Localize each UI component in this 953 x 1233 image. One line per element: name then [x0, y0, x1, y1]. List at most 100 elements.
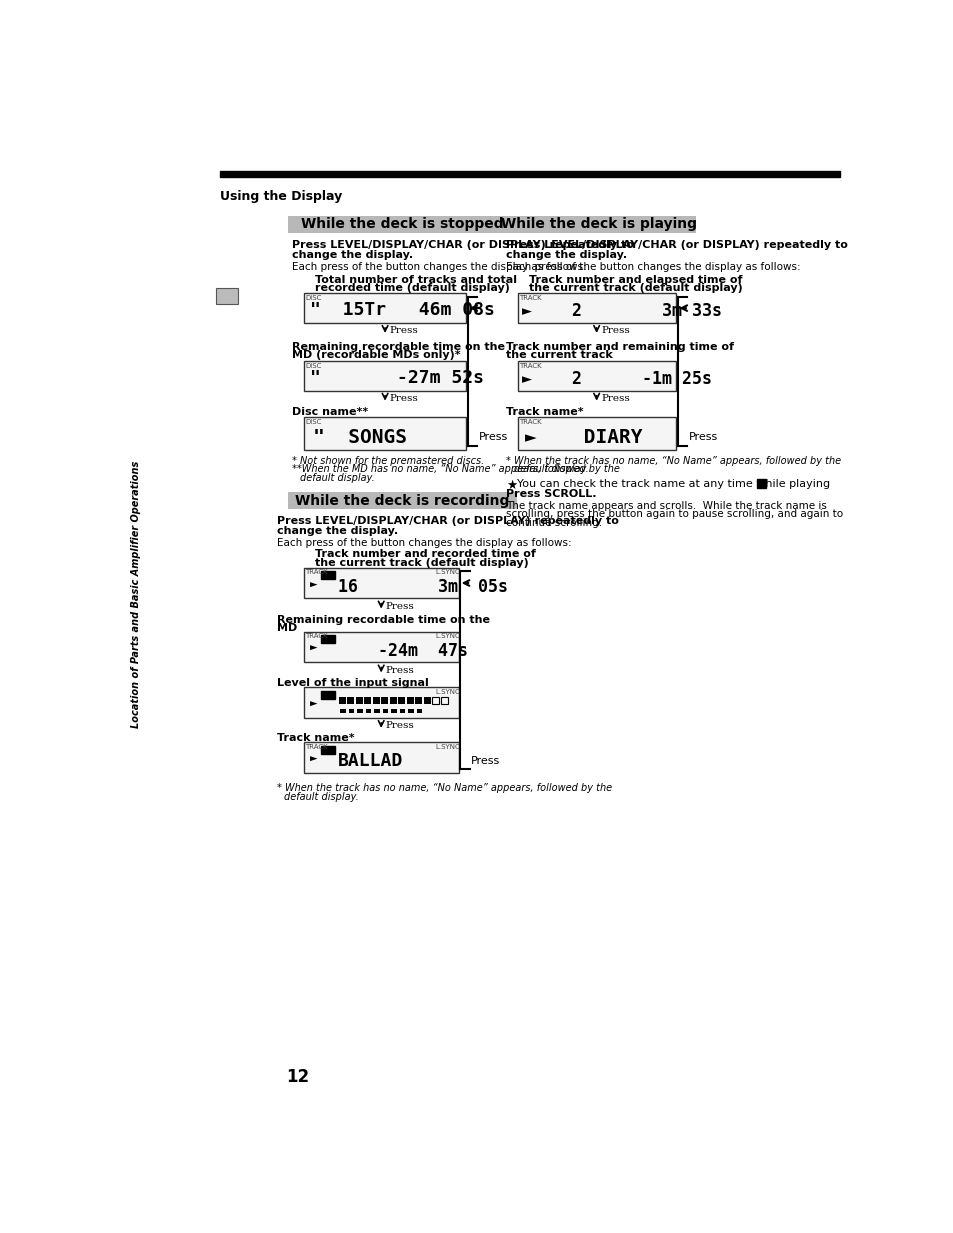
Text: ►: ►	[310, 698, 317, 710]
Text: ►    2      -1m 25s: ► 2 -1m 25s	[521, 370, 712, 387]
Text: Press LEVEL/DISPLAY/CHAR (or DISPLAY) repeatedly to: Press LEVEL/DISPLAY/CHAR (or DISPLAY) re…	[276, 517, 618, 526]
Text: -24m  47s: -24m 47s	[337, 641, 467, 660]
Text: Using the Display: Using the Display	[220, 190, 342, 203]
Bar	[303, 742, 458, 773]
Text: Press: Press	[385, 602, 415, 610]
Text: Track name*: Track name*	[276, 734, 354, 743]
Text: Track number and elapsed time of: Track number and elapsed time of	[529, 275, 742, 285]
Bar	[440, 697, 447, 704]
Text: MD (recordable MDs only)*: MD (recordable MDs only)*	[292, 350, 460, 360]
Text: Level of the input signal: Level of the input signal	[276, 678, 428, 688]
Bar	[517, 293, 676, 323]
Bar	[517, 418, 676, 450]
Text: Press: Press	[600, 326, 629, 335]
Text: default display.: default display.	[284, 792, 358, 801]
Bar	[320, 571, 335, 580]
Bar	[320, 690, 335, 699]
Bar	[408, 709, 414, 713]
Text: Remaining recordable time on the: Remaining recordable time on the	[292, 342, 504, 351]
Bar	[382, 709, 388, 713]
Text: * When the track has no name, “No Name” appears, followed by the: * When the track has no name, “No Name” …	[276, 783, 611, 793]
Text: **When the MD has no name, “No Name” appears, followed by the: **When the MD has no name, “No Name” app…	[292, 465, 619, 475]
Text: 16        3m  05s: 16 3m 05s	[337, 577, 507, 596]
Text: ►    2        3m 33s: ► 2 3m 33s	[521, 302, 721, 319]
Text: default display.: default display.	[299, 473, 375, 483]
Text: "  SONGS: " SONGS	[313, 428, 407, 448]
Text: Press LEVEL/DISPLAY/CHAR (or DISPLAY) repeatedly to: Press LEVEL/DISPLAY/CHAR (or DISPLAY) re…	[505, 240, 847, 250]
Text: Press: Press	[390, 393, 418, 403]
Text: "  15Tr   46m 08s: " 15Tr 46m 08s	[310, 301, 495, 319]
Text: While the deck is stopped: While the deck is stopped	[300, 217, 503, 232]
Bar	[397, 697, 405, 704]
Text: Press: Press	[688, 432, 718, 441]
Bar	[423, 697, 431, 704]
Bar	[348, 709, 354, 713]
Text: TRACK: TRACK	[518, 363, 541, 369]
Text: MD: MD	[276, 623, 296, 633]
Text: * When the track has no name, “No Name” appears, followed by the: * When the track has no name, “No Name” …	[505, 456, 841, 466]
Bar	[415, 697, 422, 704]
Bar	[288, 216, 517, 233]
Text: "       -27m 52s: " -27m 52s	[310, 369, 483, 387]
Bar	[338, 697, 345, 704]
Bar	[303, 418, 466, 450]
Text: ►: ►	[310, 753, 317, 766]
Text: change the display.: change the display.	[276, 526, 397, 536]
Text: You can check the track name at any time while playing: You can check the track name at any time…	[517, 480, 829, 490]
Text: Press LEVEL/DISPLAY/CHAR (or DISPLAY) repeatedly to: Press LEVEL/DISPLAY/CHAR (or DISPLAY) re…	[292, 240, 634, 250]
Text: Track name*: Track name*	[505, 407, 583, 418]
Text: the current track (default display): the current track (default display)	[315, 557, 529, 567]
Text: TRACK: TRACK	[518, 419, 541, 425]
Text: Each press of the button changes the display as follows:: Each press of the button changes the dis…	[276, 538, 571, 547]
Text: Location of Parts and Basic Amplifier Operations: Location of Parts and Basic Amplifier Op…	[132, 461, 141, 729]
Bar	[320, 635, 335, 644]
Text: DISC: DISC	[305, 363, 321, 369]
Text: Each press of the button changes the display as follows:: Each press of the button changes the dis…	[505, 261, 800, 272]
Bar	[374, 709, 379, 713]
Bar	[365, 709, 371, 713]
Bar	[303, 361, 466, 391]
Text: scrolling, press the button again to pause scrolling, and again to: scrolling, press the button again to pau…	[505, 509, 842, 519]
Bar	[355, 697, 362, 704]
Bar	[416, 709, 422, 713]
Text: Track number and remaining time of: Track number and remaining time of	[505, 342, 733, 351]
Bar	[373, 697, 379, 704]
Text: default display.: default display.	[513, 465, 588, 475]
Text: the current track (default display): the current track (default display)	[529, 284, 742, 293]
Bar	[303, 687, 458, 718]
Text: Press: Press	[471, 756, 499, 766]
Text: Total number of tracks and total: Total number of tracks and total	[315, 275, 517, 285]
Text: Disc name**: Disc name**	[292, 407, 368, 418]
Text: 12: 12	[286, 1068, 309, 1086]
Text: Press: Press	[385, 666, 415, 674]
Bar	[391, 709, 396, 713]
Text: DISC: DISC	[305, 295, 321, 301]
Bar	[216, 289, 237, 303]
Text: TRACK: TRACK	[518, 295, 541, 301]
Bar	[220, 171, 840, 178]
Text: L.SYNC: L.SYNC	[435, 688, 459, 694]
Text: BALLAD: BALLAD	[337, 752, 402, 771]
Text: * Not shown for the premastered discs.: * Not shown for the premastered discs.	[292, 456, 484, 466]
Text: the current track: the current track	[505, 350, 612, 360]
Bar	[320, 746, 335, 753]
Bar	[390, 697, 396, 704]
Text: DISC: DISC	[305, 419, 321, 425]
Bar	[288, 492, 517, 509]
Bar	[757, 480, 765, 487]
Text: TRACK: TRACK	[305, 743, 328, 750]
Text: Press: Press	[385, 721, 415, 730]
Text: change the display.: change the display.	[505, 250, 626, 260]
Text: L.SYNC: L.SYNC	[435, 633, 459, 639]
Bar	[364, 697, 371, 704]
Text: TRACK: TRACK	[305, 633, 328, 639]
Bar	[356, 709, 362, 713]
Bar	[517, 361, 676, 391]
Text: L.SYNC: L.SYNC	[435, 570, 459, 575]
Bar	[399, 709, 405, 713]
Bar	[432, 697, 439, 704]
Bar	[340, 709, 345, 713]
Text: Press SCROLL.: Press SCROLL.	[505, 490, 596, 499]
Bar	[406, 697, 414, 704]
Bar	[303, 631, 458, 662]
